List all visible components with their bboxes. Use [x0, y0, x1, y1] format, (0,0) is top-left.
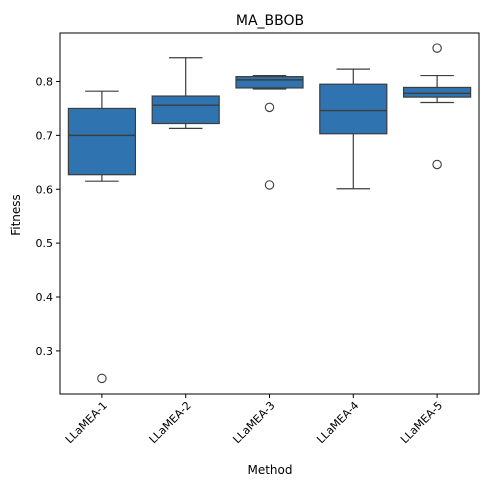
x-tick-label: LLaMEA-3 [230, 399, 277, 446]
y-tick-label: 0.5 [36, 237, 54, 250]
iqr-box [235, 76, 304, 89]
y-tick-label: 0.3 [36, 345, 54, 358]
x-tick-label: LLaMEA-2 [147, 399, 194, 446]
x-axis-label: Method [247, 463, 292, 477]
iqr-box [319, 83, 388, 135]
x-tick-label: LLaMEA-1 [63, 399, 110, 446]
y-tick-label: 0.8 [36, 75, 54, 88]
box-group-3 [235, 74, 304, 190]
plot-area [67, 43, 472, 384]
y-tick-label: 0.6 [36, 183, 54, 196]
iqr-box [67, 107, 137, 176]
x-tick-label: LLaMEA-5 [398, 399, 445, 446]
box-group-2 [151, 57, 220, 129]
outlier-point [264, 180, 275, 190]
box-group-1 [67, 90, 137, 384]
y-axis-label: Fitness [9, 194, 23, 236]
outlier-point [97, 373, 107, 384]
outlier-point [264, 102, 275, 113]
iqr-box [402, 86, 472, 98]
box-group-4 [319, 68, 388, 190]
x-tick-label: LLaMEA-4 [314, 399, 361, 446]
chart-title: MA_BBOB [236, 13, 304, 29]
y-tick-label: 0.4 [36, 291, 54, 304]
outlier-point [432, 159, 442, 170]
box-group-5 [402, 43, 472, 170]
iqr-box [151, 95, 220, 125]
y-tick-label: 0.7 [36, 129, 54, 142]
outlier-point [432, 43, 442, 53]
